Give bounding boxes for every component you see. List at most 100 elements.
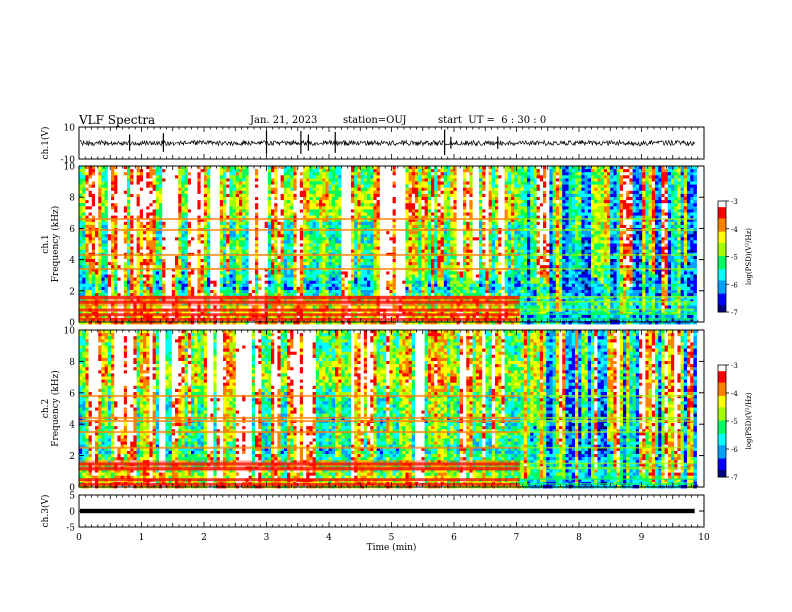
- spectrogram-cell: [504, 215, 509, 219]
- spectrogram-cell: [207, 190, 211, 195]
- spectrogram-cell: [607, 212, 611, 216]
- spectrogram-cell: [85, 215, 89, 219]
- spectrogram-cell: [287, 172, 291, 176]
- spectrogram-cell: [197, 190, 201, 195]
- spectrogram-cell: [386, 231, 390, 235]
- spectrogram-cell: [146, 200, 150, 204]
- spectrogram-cell: [287, 209, 291, 213]
- spectrogram-cell: [303, 197, 307, 201]
- spectrogram-cell: [239, 197, 243, 201]
- spectrogram-cell: [603, 218, 608, 223]
- spectrogram-cell: [571, 231, 576, 235]
- spectrogram-cell: [642, 175, 646, 179]
- spectrogram-cell: [159, 197, 163, 201]
- spectrogram-cell: [466, 193, 470, 198]
- spectrogram-cell: [402, 190, 406, 195]
- spectrogram-cell: [619, 166, 624, 170]
- spectrogram-cell: [552, 231, 557, 235]
- spectrogram-cell: [168, 169, 173, 173]
- spectrogram-cell: [267, 215, 272, 219]
- spectrogram-cell: [498, 197, 502, 201]
- spectrogram-cell: [447, 197, 451, 201]
- spectrogram-cell: [178, 172, 182, 176]
- spectrogram-cell: [79, 190, 83, 195]
- spectrogram-cell: [680, 197, 685, 201]
- spectrogram-cell: [581, 190, 585, 195]
- spectrogram-cell: [427, 206, 432, 210]
- spectrogram-cell: [258, 240, 262, 244]
- spectrogram-cell: [482, 206, 486, 210]
- spectrogram-cell: [287, 234, 291, 238]
- spectrogram-cell: [95, 197, 99, 201]
- spectrogram-cell: [607, 172, 611, 176]
- spectrogram-cell: [293, 209, 297, 213]
- spectrogram-cell: [248, 181, 253, 185]
- spectrogram-cell: [658, 190, 662, 195]
- spectrogram-cell: [200, 169, 205, 173]
- spectrogram-cell: [370, 203, 374, 207]
- spectrogram-cell: [437, 215, 441, 219]
- spectrogram-cell: [232, 166, 237, 170]
- spectrogram-cell: [543, 206, 547, 210]
- spectrogram-cell: [533, 169, 537, 173]
- spectrogram-cell: [159, 206, 163, 210]
- spectrogram-cell: [530, 215, 534, 219]
- spectrogram-cell: [171, 184, 176, 188]
- spectrogram-cell: [427, 166, 432, 170]
- spectrogram-cell: [530, 184, 534, 188]
- spectrogram-cell: [210, 187, 214, 192]
- spectrogram-cell: [459, 175, 464, 179]
- spectrogram-cell: [152, 187, 157, 192]
- spectrogram-cell: [261, 172, 265, 176]
- spectrogram-cell: [482, 193, 486, 198]
- spectrogram-cell: [511, 175, 515, 179]
- spectrogram-cell: [175, 190, 179, 195]
- spectrogram-cell: [127, 224, 131, 229]
- spectrogram-cell: [533, 237, 537, 241]
- spectrogram-cell: [607, 237, 611, 241]
- spectrogram-cell: [645, 200, 649, 204]
- spectrogram-cell: [223, 197, 227, 201]
- spectrogram-cell: [610, 237, 614, 241]
- spectrogram-cell: [408, 218, 413, 223]
- spectrogram-cell: [328, 209, 333, 213]
- spectrogram-cell: [104, 209, 109, 213]
- spectrogram-cell: [383, 231, 387, 235]
- spectrogram-cell: [226, 240, 230, 244]
- spectrogram-cell: [175, 240, 179, 244]
- spectrogram-cell: [431, 212, 435, 216]
- spectrogram-cell: [223, 172, 227, 176]
- spectrogram-cell: [245, 234, 249, 238]
- spectrogram-cell: [139, 184, 144, 188]
- spectrogram-cell: [616, 209, 621, 213]
- spectrogram-cell: [456, 237, 461, 241]
- spectrogram-cell: [133, 190, 137, 195]
- spectrogram-cell: [543, 190, 547, 195]
- spectrogram-cell: [223, 200, 227, 204]
- spectrogram-cell: [437, 184, 441, 188]
- spectrogram-cell: [594, 193, 598, 198]
- spectrogram-cell: [648, 231, 653, 235]
- spectrogram-cell: [418, 231, 422, 235]
- spectrogram-cell: [242, 218, 246, 223]
- spectrogram-cell: [399, 218, 403, 223]
- spectrogram-cell: [639, 187, 643, 192]
- spectrogram-cell: [373, 212, 377, 216]
- spectrogram-cell: [367, 200, 371, 204]
- spectrogram-cell: [162, 169, 166, 173]
- spectrogram-cell: [91, 215, 96, 219]
- spectrogram-cell: [171, 200, 176, 204]
- spectrogram-cell: [248, 237, 253, 241]
- spectrogram-cell: [146, 206, 150, 210]
- spectrogram-cell: [98, 175, 102, 179]
- spectrogram-cell: [277, 215, 281, 219]
- spectrogram-cell: [95, 234, 99, 238]
- spectrogram-cell: [479, 181, 483, 185]
- spectrogram-cell: [162, 215, 166, 219]
- spectrogram-cell: [597, 169, 601, 173]
- spectrogram-cell: [287, 193, 291, 198]
- spectrogram-cell: [431, 200, 435, 204]
- spectrogram-cell: [635, 166, 640, 170]
- spectrogram-cell: [546, 234, 550, 238]
- spectrogram-cell: [546, 184, 550, 188]
